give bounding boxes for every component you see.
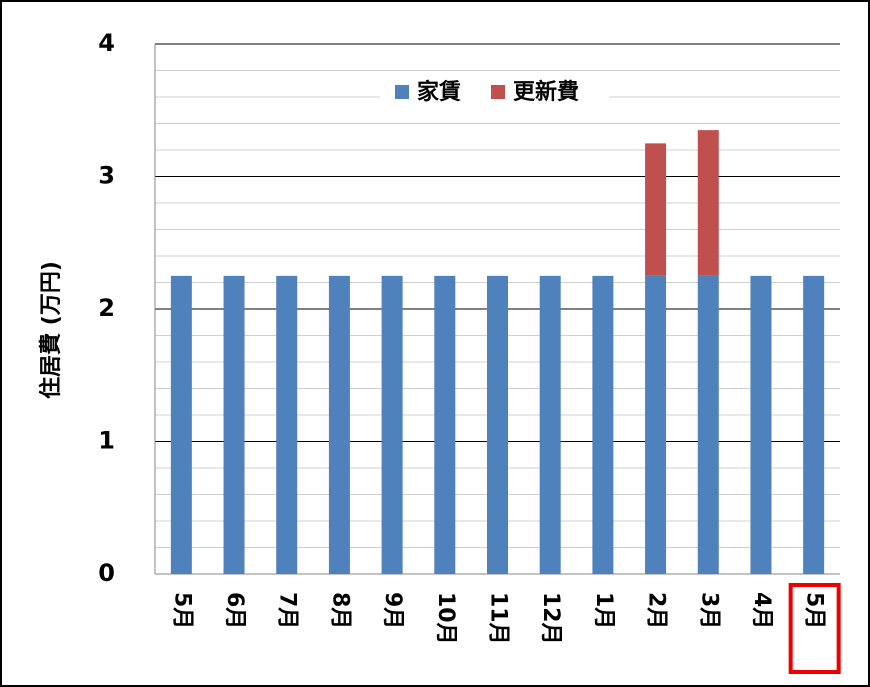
bar-segment <box>381 275 403 574</box>
y-tick-label: 3 <box>98 162 115 190</box>
bar-segment <box>539 275 561 574</box>
y-tick-label: 1 <box>98 427 115 455</box>
x-tick-label: 3月 <box>696 592 721 629</box>
y-tick-label: 0 <box>98 559 115 587</box>
y-axis-label: 住居費 (万円) <box>38 261 64 399</box>
bar-segment <box>697 275 719 574</box>
bar-segment <box>697 130 719 276</box>
bar-segment <box>803 275 825 574</box>
bar-segment <box>328 275 350 574</box>
bar-segment <box>434 275 456 574</box>
bar-segment <box>750 275 772 574</box>
bar-segment <box>276 275 298 574</box>
y-tick-label: 2 <box>98 294 115 322</box>
x-tick-label: 9月 <box>380 592 405 629</box>
x-tick-label: 1月 <box>591 592 616 629</box>
x-tick-label: 2月 <box>644 592 669 629</box>
legend-swatch <box>491 85 506 99</box>
bar-segment <box>223 275 245 574</box>
y-tick-label: 4 <box>98 29 115 57</box>
x-tick-label: 4月 <box>749 592 774 629</box>
legend-swatch <box>395 85 409 99</box>
x-tick-label: 8月 <box>327 592 352 629</box>
bar-segment <box>645 143 667 276</box>
bar-segment <box>487 275 508 574</box>
bar-segment <box>592 275 614 574</box>
highlight-box <box>788 583 841 674</box>
x-tick-label: 5月 <box>802 592 827 629</box>
x-tick-label: 7月 <box>275 592 300 629</box>
x-tick-label: 10月 <box>433 592 458 645</box>
x-tick-label: 5月 <box>169 592 194 629</box>
x-tick-label: 6月 <box>222 592 247 629</box>
legend-label: 家賃 <box>417 79 461 105</box>
bar-segment <box>170 275 192 574</box>
bar-segment <box>645 275 667 574</box>
x-tick-label: 12月 <box>538 592 563 645</box>
legend-label: 更新費 <box>513 79 579 105</box>
x-tick-label: 11月 <box>486 592 511 645</box>
